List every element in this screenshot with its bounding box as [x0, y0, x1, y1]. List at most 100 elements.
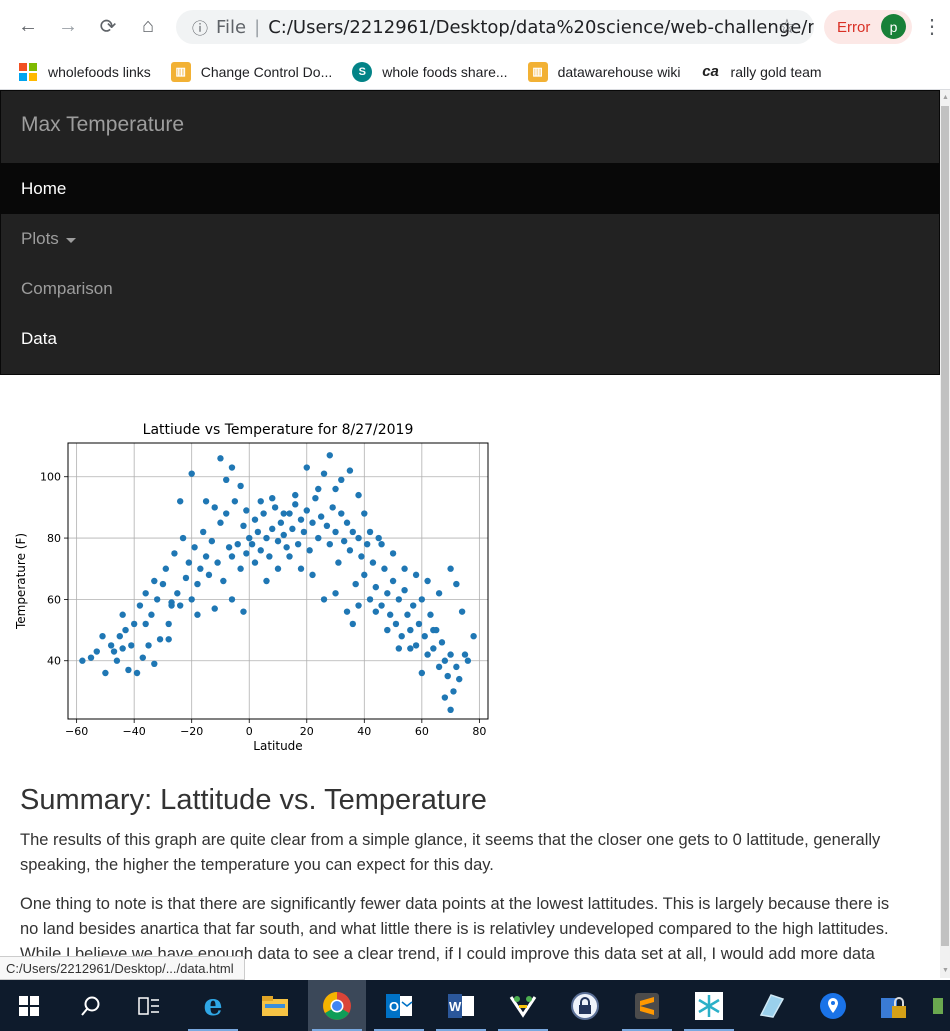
chrome-icon[interactable]: [308, 980, 366, 1031]
data-point: [424, 577, 431, 585]
data-point: [398, 633, 405, 640]
data-point: [102, 669, 109, 677]
data-point: [99, 633, 106, 640]
data-point: [240, 522, 247, 529]
data-point: [332, 485, 339, 493]
page-scrollbar[interactable]: ▲ ▼: [940, 90, 950, 978]
bookmark-label: wholefoods links: [48, 63, 151, 80]
app-green-icon[interactable]: [494, 980, 552, 1031]
data-point: [220, 577, 227, 585]
info-icon[interactable]: ⓘ: [192, 19, 209, 38]
data-point: [260, 510, 267, 517]
x-axis-label: Latitude: [253, 739, 302, 753]
brand-link[interactable]: Max Temperature: [21, 113, 185, 136]
scroll-down-icon[interactable]: ▼: [942, 967, 949, 974]
bookmark-whole-foods-share[interactable]: S whole foods share...: [352, 61, 508, 82]
nav-plots-label: Plots: [21, 229, 59, 248]
data-point: [231, 498, 239, 505]
data-point: [274, 565, 282, 572]
scroll-up-icon[interactable]: ▲: [942, 94, 949, 101]
back-arrow-icon[interactable]: ←: [18, 14, 38, 37]
nav-comparison[interactable]: Comparison: [1, 264, 939, 314]
data-point: [323, 522, 331, 529]
error-label: Error: [837, 18, 871, 36]
sublime-text-icon[interactable]: [618, 980, 676, 1031]
data-point: [194, 611, 201, 618]
nav-home[interactable]: Home: [1, 164, 939, 214]
data-point: [338, 510, 345, 517]
data-point: [289, 525, 296, 533]
menu-kebab-icon[interactable]: ⋮: [922, 16, 942, 38]
show-desktop-icon[interactable]: [928, 980, 950, 1031]
data-point: [326, 452, 333, 459]
data-point: [208, 537, 216, 545]
data-point: [271, 504, 279, 511]
data-point: [458, 608, 466, 615]
data-point: [243, 550, 250, 557]
data-point: [395, 645, 403, 652]
data-point: [179, 534, 187, 542]
taskbar: e O W: [0, 980, 950, 1031]
file-explorer-icon[interactable]: [246, 980, 304, 1031]
data-point: [372, 583, 380, 591]
data-point: [447, 651, 454, 658]
profile-avatar[interactable]: p: [881, 14, 906, 39]
data-point: [151, 577, 158, 585]
data-point: [223, 510, 230, 517]
data-point: [148, 611, 155, 618]
data-point: [182, 574, 190, 582]
data-point: [133, 669, 141, 677]
data-point: [168, 602, 175, 609]
data-point: [309, 519, 316, 526]
nav-plots-dropdown[interactable]: Plots: [1, 214, 939, 264]
data-point: [243, 507, 250, 514]
data-point: [257, 498, 264, 505]
page-viewport: Max Temperature Home Plots Comparison Da…: [0, 90, 940, 978]
data-point: [139, 654, 146, 661]
data-point: [292, 501, 299, 508]
x-tick-label: −40: [123, 725, 146, 738]
data-point: [461, 651, 469, 658]
data-point: [185, 559, 193, 566]
lock-app-icon[interactable]: [556, 980, 614, 1031]
nav-data[interactable]: Data: [1, 314, 939, 364]
maps-pin-icon[interactable]: [804, 980, 862, 1031]
chart-svg: Lattiude vs Temperature for 8/27/2019 −60…: [14, 422, 489, 753]
data-point: [110, 648, 118, 655]
search-icon[interactable]: [62, 980, 120, 1031]
data-point: [171, 550, 178, 557]
word-icon[interactable]: W: [432, 980, 490, 1031]
y-tick-label: 100: [40, 471, 61, 484]
windows-start-icon[interactable]: [0, 980, 58, 1031]
bookmark-datawarehouse-wiki[interactable]: ▥ datawarehouse wiki: [527, 61, 681, 82]
security-lock-icon[interactable]: [866, 980, 924, 1031]
data-point: [366, 528, 374, 536]
data-point: [404, 611, 411, 618]
data-point: [228, 596, 236, 603]
data-point: [237, 482, 244, 490]
status-url-tooltip: C:/Users/2212961/Desktop/.../data.html: [0, 956, 245, 980]
bookmark-rally-gold-team[interactable]: ca rally gold team: [701, 62, 821, 82]
internet-explorer-icon[interactable]: e: [184, 980, 242, 1031]
notes-app-icon[interactable]: [742, 980, 800, 1031]
reload-icon[interactable]: ⟳: [99, 15, 117, 38]
scatter-chart: Lattiude vs Temperature for 8/27/2019 −60…: [10, 416, 500, 758]
error-button[interactable]: Error p: [824, 10, 912, 44]
data-point: [159, 580, 167, 588]
bookmark-wholefoods-links[interactable]: wholefoods links: [18, 62, 151, 82]
snowflake-app-icon[interactable]: [680, 980, 738, 1031]
outlook-icon[interactable]: O: [370, 980, 428, 1031]
data-point: [444, 672, 451, 680]
data-point: [424, 651, 431, 658]
scrollbar-thumb[interactable]: [941, 106, 949, 946]
forward-arrow-icon[interactable]: →: [58, 14, 78, 37]
home-icon[interactable]: ⌂: [141, 14, 155, 37]
data-point: [315, 534, 322, 542]
task-view-icon[interactable]: [120, 980, 178, 1031]
data-point: [165, 620, 172, 628]
bookmark-star-icon[interactable]: ☆: [778, 16, 796, 38]
data-point: [389, 550, 397, 557]
data-point: [292, 491, 299, 499]
bookmark-change-control[interactable]: ▥ Change Control Do...: [170, 61, 332, 82]
address-bar[interactable]: ⓘ File | C:/Users/2212961/Desktop/data%2…: [176, 10, 814, 44]
